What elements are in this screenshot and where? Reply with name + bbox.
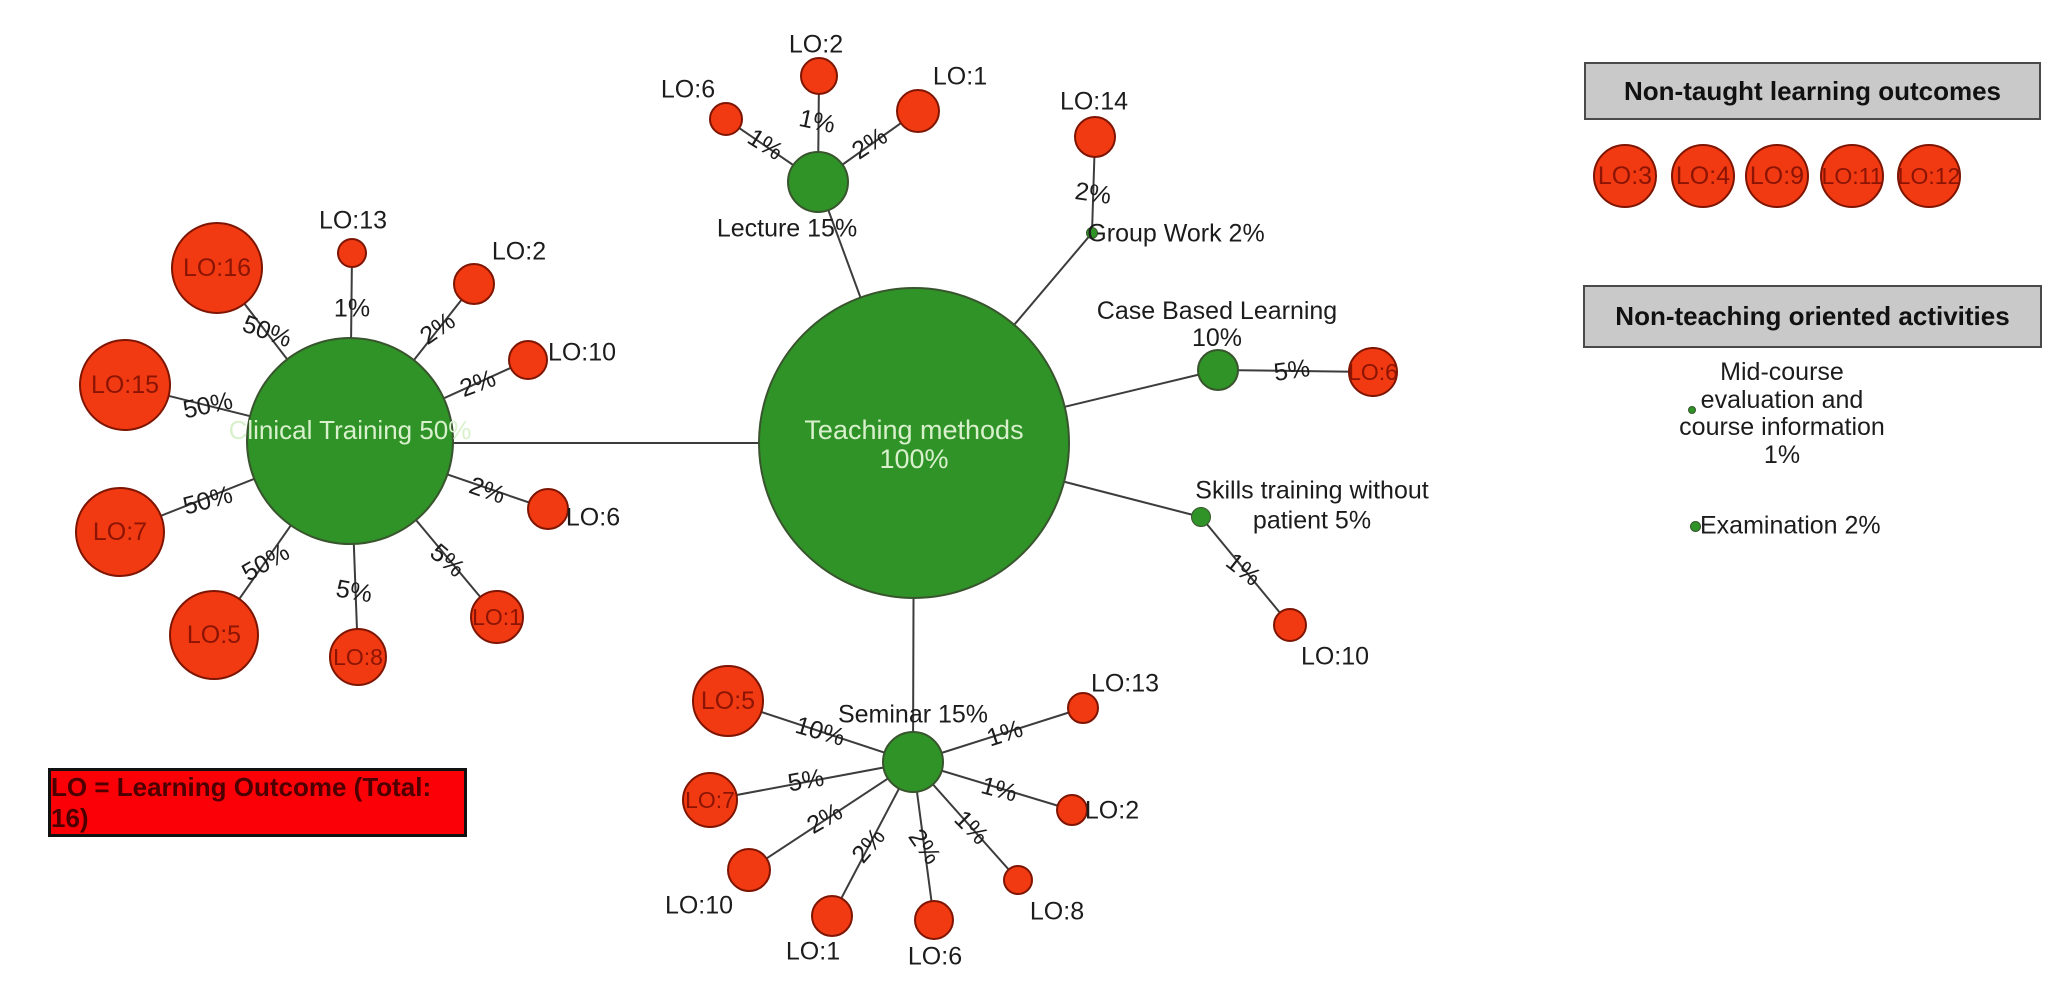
lo-node (1074, 116, 1116, 158)
lo-label: LO:2 (788, 30, 844, 59)
lo-node (709, 102, 743, 136)
edge-line (709, 761, 914, 801)
examination-dot (1690, 521, 1701, 532)
lo-node: LO:3 (1593, 144, 1657, 208)
hub-clinical-training-label: Clinical Training 50% (228, 414, 472, 445)
lo-node (453, 263, 495, 305)
lo-node (1067, 692, 1099, 724)
hub-teaching-methods (758, 287, 1070, 599)
hub-group-work-label: Group Work 2% (1087, 219, 1265, 248)
lo-node: LO:6 (1348, 347, 1398, 397)
cbl-pct: 10% (1191, 324, 1243, 352)
lo-node: LO:16 (171, 222, 263, 314)
legend-non-taught-header: Non-taught learning outcomes (1584, 62, 2041, 120)
lo-node (811, 895, 853, 937)
hub-teaching-methods-pct: 100% (879, 444, 949, 474)
lo-node: LO:4 (1671, 144, 1735, 208)
edge-percent-label: 1% (333, 294, 371, 323)
hub-teaching-methods-label: Teaching methods 100% (804, 414, 1024, 474)
lo-label: LO:6 (907, 942, 963, 971)
legend-non-teaching-header: Non-teaching oriented activities (1583, 285, 2042, 348)
mid-course-dot (1688, 406, 1696, 414)
lo-label: LO:13 (1090, 669, 1160, 698)
lo-node (896, 89, 940, 133)
lo-node (1273, 608, 1307, 642)
lo-node (727, 848, 771, 892)
lo-label: LO:1 (785, 937, 841, 966)
hub-seminar (882, 731, 944, 793)
hub-teaching-methods-title: Teaching methods (804, 414, 1024, 445)
hub-clinical-training (246, 337, 454, 545)
skills-title-line2: patient 5% (1252, 506, 1372, 534)
lo-note-box: LO = Learning Outcome (Total: 16) (48, 768, 467, 837)
lo-label: LO:13 (318, 206, 388, 235)
edge-line (748, 761, 914, 871)
lo-label: LO:10 (664, 891, 734, 920)
lo-label: LO:14 (1059, 87, 1129, 116)
mid-course-line3: course information (1679, 413, 1885, 441)
hub-skills-training-label: Skills training without patient 5% (1195, 477, 1428, 536)
hub-case-based-learning (1197, 349, 1239, 391)
lo-node (337, 238, 367, 268)
lo-node: LO:5 (692, 665, 764, 737)
lo-node: LO:11 (1820, 144, 1884, 208)
lo-node: LO:15 (79, 339, 171, 431)
hub-lecture (787, 151, 849, 213)
lo-node: LO:7 (75, 487, 165, 577)
hub-group-work (1086, 227, 1098, 239)
examination-label: Examination 2% (1700, 511, 1881, 540)
mid-course-label: Mid-course evaluation and course informa… (1679, 358, 1885, 469)
skills-title-line1: Skills training without (1195, 476, 1429, 505)
edge-percent-label: 2% (1073, 177, 1113, 210)
lo-node: LO:8 (329, 628, 387, 686)
lo-label: LO:1 (932, 62, 988, 91)
lo-label: LO:10 (1300, 642, 1370, 671)
mid-course-line1: Mid-course (1720, 358, 1844, 386)
lo-node: LO:7 (682, 772, 738, 828)
hub-seminar-label: Seminar 15% (837, 700, 989, 729)
edge-line (1200, 516, 1291, 626)
edge-percent-label: 5% (1272, 354, 1312, 387)
lo-node: LO:1 (470, 590, 524, 644)
hub-case-based-learning-label: Case Based Learning 10% (1097, 298, 1337, 352)
lo-label: LO:2 (1084, 796, 1140, 825)
lo-label: LO:6 (565, 503, 621, 532)
lo-node (914, 900, 954, 940)
lo-label: LO:2 (491, 237, 547, 266)
lo-node: LO:12 (1897, 144, 1961, 208)
lo-label: LO:8 (1029, 897, 1085, 926)
lo-node (527, 488, 569, 530)
lo-node (800, 57, 838, 95)
lo-node (1056, 794, 1088, 826)
lo-node (508, 340, 548, 380)
lo-node: LO:5 (169, 590, 259, 680)
cbl-title: Case Based Learning (1096, 297, 1338, 325)
hub-lecture-label: Lecture 15% (716, 214, 858, 243)
lo-label: LO:10 (547, 338, 617, 367)
lo-node: LO:9 (1745, 144, 1809, 208)
lo-label: LO:6 (660, 75, 716, 104)
lo-node (1003, 865, 1033, 895)
mid-course-line4: 1% (1763, 440, 1801, 469)
mid-course-line2: evaluation and (1700, 385, 1864, 414)
hub-skills-training (1191, 507, 1211, 527)
edge-line (1217, 369, 1374, 373)
